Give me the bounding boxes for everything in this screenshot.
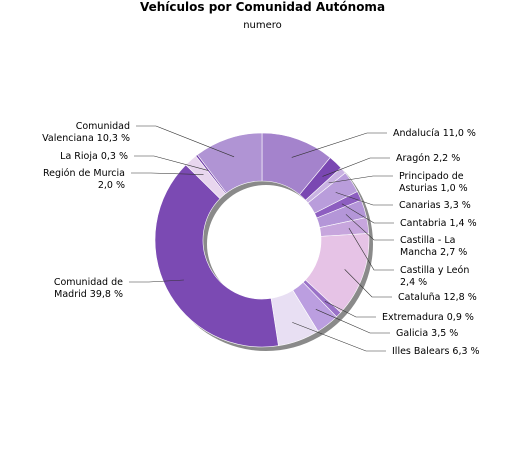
- leader-line: [136, 125, 235, 158]
- leader-line: [315, 309, 390, 334]
- chart-subtitle: numero: [243, 20, 282, 31]
- leader-line: [129, 279, 184, 283]
- slice-label: Comunidad de Madrid 39,8 %: [54, 277, 123, 300]
- slice-label: La Rioja 0,3 %: [60, 151, 128, 162]
- slice-label: Región de Murcia 2,0 %: [43, 168, 125, 191]
- leader-line: [335, 192, 393, 206]
- leader-line: [131, 172, 204, 175]
- chart-title: Vehículos por Comunidad Autónoma: [139, 0, 386, 14]
- slice-label: Canarias 3,3 %: [399, 200, 471, 211]
- slice-label: Andalucía 11,0 %: [393, 128, 476, 139]
- slice-label: Castilla y León 2,4 %: [400, 265, 469, 288]
- leader-line: [344, 269, 392, 298]
- slice-comunidad-valenciana: [197, 132, 263, 194]
- leader-line: [345, 214, 394, 241]
- slice-label: Cataluña 12,8 %: [398, 292, 477, 303]
- slice-comunidad-de-madrid: [154, 164, 279, 348]
- leader-line: [348, 227, 394, 271]
- leader-line: [341, 203, 394, 224]
- slice-label: Comunidad Valenciana 10,3 %: [42, 121, 130, 144]
- slice-label: Illes Balears 6,3 %: [392, 346, 480, 357]
- leader-line: [134, 155, 209, 171]
- slice-label: Principado de Asturias 1,0 %: [399, 171, 468, 194]
- slice-label: Cantabria 1,4 %: [400, 218, 477, 229]
- slice-label: Galicia 3,5 %: [396, 328, 458, 339]
- leader-line: [328, 175, 393, 184]
- slice-label: Extremadura 0,9 %: [382, 312, 474, 323]
- leader-line: [292, 322, 386, 352]
- slice-label: Aragón 2,2 %: [396, 153, 460, 164]
- slice-label: Castilla - La Mancha 2,7 %: [400, 235, 467, 258]
- leader-line: [322, 157, 390, 177]
- leader-line: [324, 300, 376, 318]
- leader-line: [291, 132, 387, 158]
